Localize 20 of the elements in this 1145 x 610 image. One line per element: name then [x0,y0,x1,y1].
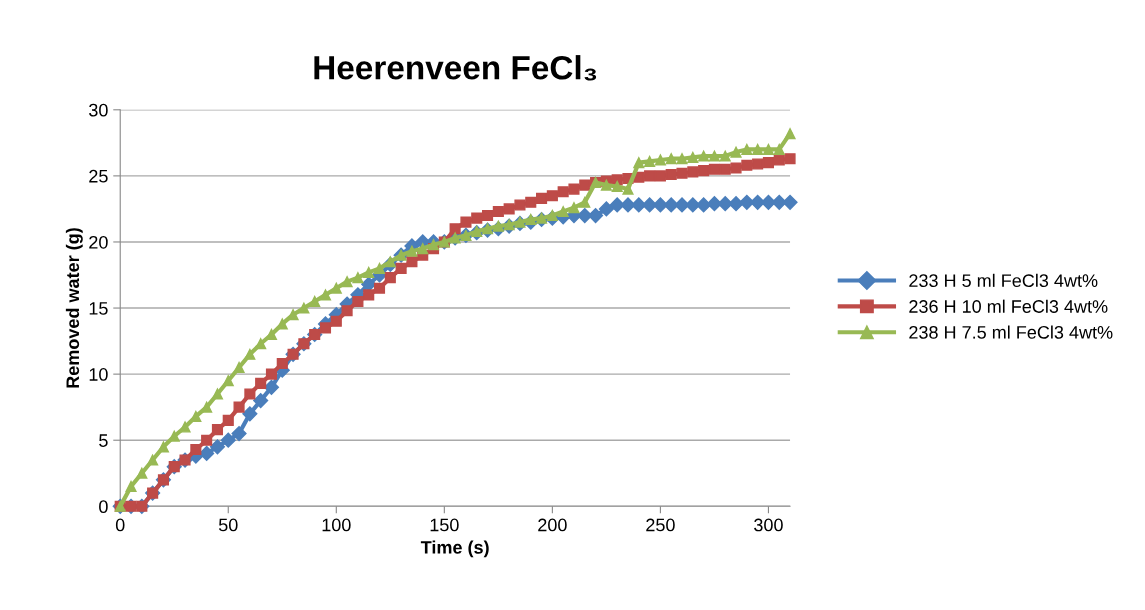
legend-label: 236 H 10 ml FeCl3 4wt% [909,299,1108,313]
y-tick-label: 5 [99,434,108,447]
y-tick-label: 0 [99,500,108,514]
x-axis-title: Time (s) [420,540,489,558]
x-tick-label: 200 [538,518,567,532]
legend-label: 238 H 7.5 ml FeCl3 4wt% [909,325,1113,339]
chart-title: Heerenveen FeCl₃ [314,55,597,81]
x-tick-label: 0 [115,518,125,532]
y-tick-label: 25 [89,169,108,183]
y-axis-title: Removed water (g) [65,228,83,388]
y-tick-label: 20 [89,235,108,249]
y-tick-label: 30 [89,103,108,117]
x-tick-label: 150 [430,518,459,532]
x-tick-label: 250 [646,518,675,532]
x-tick-label: 100 [322,518,351,532]
y-tick-label: 10 [89,368,108,381]
legend-label: 233 H 5 ml FeCl3 4wt% [909,273,1098,288]
y-tick-label: 15 [89,302,108,315]
x-tick-label: 300 [754,518,783,532]
x-tick-label: 50 [218,518,238,532]
